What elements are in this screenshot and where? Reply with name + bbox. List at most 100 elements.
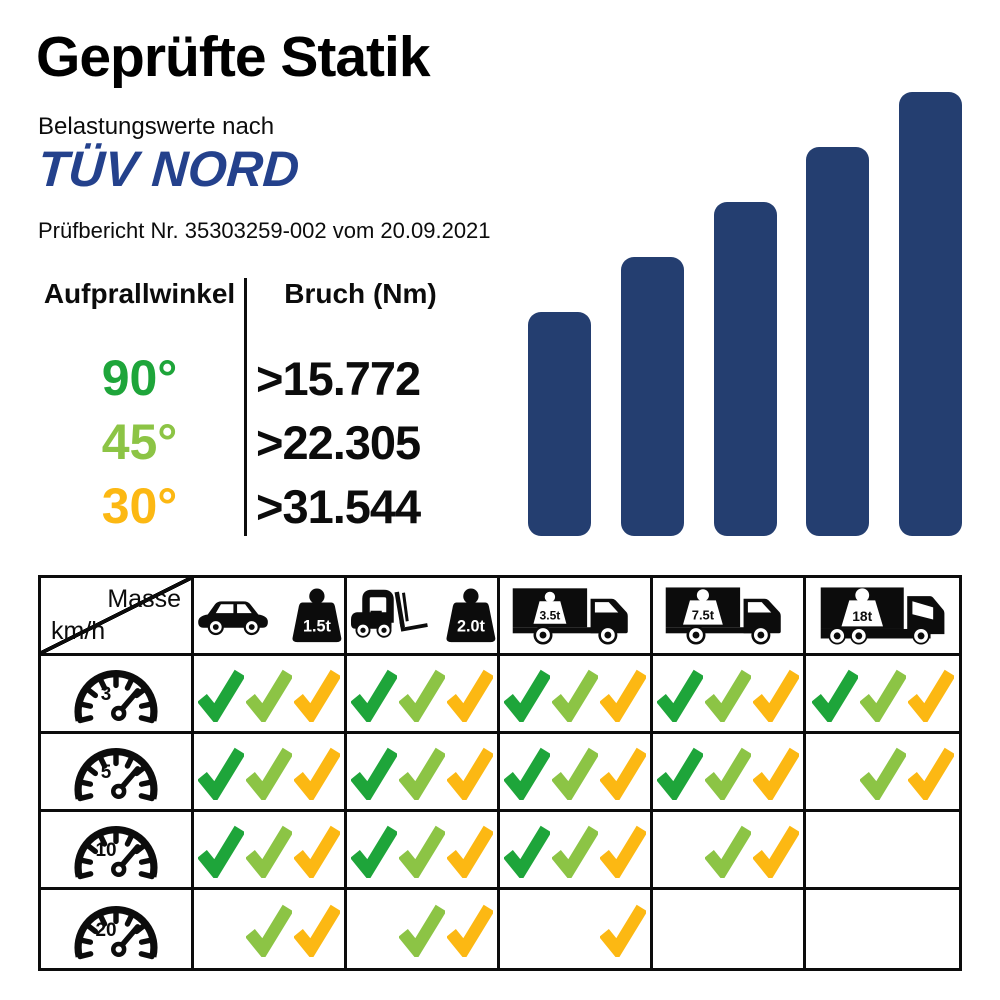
check-icon xyxy=(246,825,292,878)
check-yellow xyxy=(447,901,493,957)
check-green xyxy=(811,666,858,722)
empty-slot xyxy=(812,744,858,800)
check-yellow xyxy=(600,901,646,957)
mass-label: 1.5t xyxy=(302,617,331,635)
speed-cell-3kmh: 3 xyxy=(41,656,194,734)
check-lightgreen xyxy=(859,666,906,722)
check-green xyxy=(351,822,397,878)
angle-column-header: Aufprallwinkel xyxy=(43,278,236,309)
check-icon xyxy=(600,747,646,800)
check-lightgreen xyxy=(552,666,598,722)
angle-45: 45° xyxy=(101,414,178,470)
check-green xyxy=(351,744,397,800)
check-icon xyxy=(294,904,340,957)
empty-slot xyxy=(705,901,751,957)
check-yellow xyxy=(600,666,646,722)
check-green xyxy=(657,666,703,722)
bar xyxy=(528,312,591,536)
check-icon xyxy=(600,669,646,722)
check-icon xyxy=(294,669,340,722)
check-icon xyxy=(351,747,397,800)
check-icon xyxy=(753,669,799,722)
column-header-forklift: 2.0t xyxy=(347,578,500,656)
check-icon xyxy=(657,747,703,800)
check-icon xyxy=(198,747,244,800)
torque-90: >15.772 xyxy=(256,351,421,405)
subtitle: Belastungswerte nach xyxy=(38,113,275,140)
angle-90: 90° xyxy=(101,350,178,406)
box-truck-icon: 3.5t xyxy=(512,587,628,645)
empty-slot xyxy=(753,901,799,957)
check-cell xyxy=(653,812,806,890)
spacer xyxy=(35,324,244,346)
check-icon xyxy=(504,747,550,800)
mass-label: 3.5t xyxy=(539,608,560,622)
check-green xyxy=(657,744,703,800)
empty-slot xyxy=(860,822,906,878)
check-icon xyxy=(552,825,598,878)
check-lightgreen xyxy=(552,822,598,878)
empty-slot xyxy=(657,901,703,957)
check-cell xyxy=(806,656,959,734)
check-icon xyxy=(351,669,397,722)
check-cell xyxy=(194,656,347,734)
check-green xyxy=(351,666,397,722)
speedometer-icon: 3 xyxy=(74,670,158,724)
check-lightgreen xyxy=(552,744,598,800)
semi-truck-icon: 18t xyxy=(820,586,944,645)
empty-slot xyxy=(908,822,954,878)
check-icon xyxy=(246,747,292,800)
check-green xyxy=(504,744,550,800)
column-header-truck-18t: 18t xyxy=(806,578,959,656)
check-lightgreen xyxy=(246,744,292,800)
check-icon xyxy=(657,669,703,722)
check-yellow xyxy=(907,666,954,722)
torque-45: >22.305 xyxy=(256,415,421,469)
speedometer-icon: 20 xyxy=(74,905,158,959)
empty-slot xyxy=(908,901,954,957)
empty-slot xyxy=(504,901,550,957)
weight-icon: 2.0t xyxy=(445,588,495,642)
check-icon xyxy=(447,904,493,957)
check-icon xyxy=(399,825,445,878)
check-cell xyxy=(500,734,653,812)
check-lightgreen xyxy=(246,666,292,722)
check-lightgreen xyxy=(399,666,445,722)
check-icon xyxy=(552,669,598,722)
spacer xyxy=(244,324,477,346)
check-icon xyxy=(198,669,244,722)
bar-chart xyxy=(528,92,962,536)
check-icon xyxy=(447,825,493,878)
check-cell xyxy=(347,812,500,890)
angle-table: Aufprallwinkel Bruch (Nm) 90° >15.772 45… xyxy=(35,274,477,538)
check-icon xyxy=(907,669,954,722)
check-lightgreen xyxy=(246,822,292,878)
check-yellow xyxy=(907,744,954,800)
check-icon xyxy=(811,669,858,722)
check-icon xyxy=(399,904,445,957)
speedometer-icon: 10 xyxy=(74,826,158,880)
check-lightgreen xyxy=(246,901,292,957)
check-icon xyxy=(447,669,493,722)
check-cell xyxy=(806,812,959,890)
check-lightgreen xyxy=(859,744,906,800)
check-cell xyxy=(194,812,347,890)
check-cell xyxy=(347,656,500,734)
speed-cell-20kmh: 20 xyxy=(41,890,194,968)
torque-column-header: Bruch (Nm) xyxy=(284,278,437,309)
angle-table-divider xyxy=(244,278,247,536)
check-icon xyxy=(504,669,550,722)
check-cell xyxy=(500,890,653,968)
check-icon xyxy=(600,825,646,878)
mass-label: 18t xyxy=(852,608,872,624)
empty-slot xyxy=(812,901,858,957)
empty-slot xyxy=(351,901,397,957)
check-icon xyxy=(907,747,954,800)
check-cell xyxy=(500,656,653,734)
check-icon xyxy=(246,669,292,722)
check-green xyxy=(504,666,550,722)
check-icon xyxy=(753,825,799,878)
check-cell xyxy=(653,890,806,968)
corner-cell: Masse km/h xyxy=(41,578,194,656)
empty-slot xyxy=(657,822,703,878)
